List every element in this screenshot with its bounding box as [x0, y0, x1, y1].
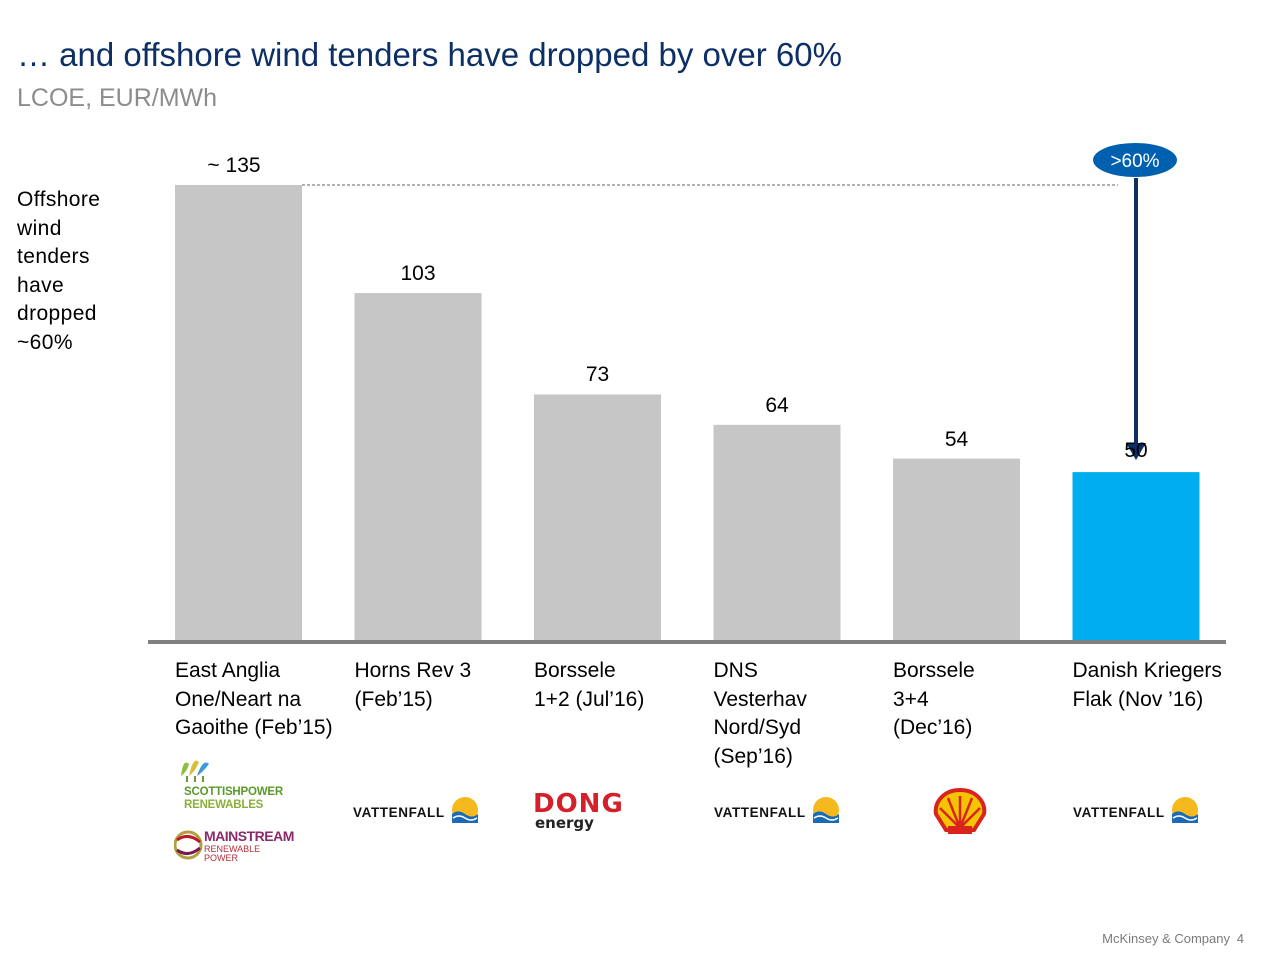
category-label: DNS Vesterhav Nord/Syd (Sep’16)	[714, 657, 807, 771]
shell-icon	[933, 787, 987, 834]
vattenfall-logo: VATTENFALL	[1073, 794, 1203, 835]
category-label-line: DNS	[713, 659, 758, 682]
mainstream-logo: MAINSTREAM RENEWABLE POWER	[173, 824, 304, 868]
mainstream-logo-subtext-2: POWER	[204, 853, 239, 863]
page-subtitle: LCOE, EUR/MWh	[17, 84, 218, 112]
category-label-line: (Dec’16)	[893, 716, 973, 739]
side-note: Offshore wind tenders have dropped ~60%	[17, 186, 137, 357]
page-title: … and offshore wind tenders have dropped…	[17, 36, 842, 73]
value-label: 50	[1124, 439, 1148, 463]
scottishpower-logo-subtext: RENEWABLES	[184, 799, 264, 811]
bar	[354, 293, 482, 641]
vattenfall-logo-text: VATTENFALL	[353, 805, 445, 820]
mainstream-logo-text: MAINSTREAM	[204, 828, 294, 844]
value-label: 54	[944, 427, 969, 451]
value-label: ~ 135	[207, 154, 261, 177]
vattenfall-logo-text: VATTENFALL	[714, 805, 806, 820]
category-label: Horns Rev 3 (Feb’15)	[355, 657, 472, 714]
bar	[534, 394, 661, 641]
bar	[713, 424, 841, 641]
vattenfall-logo: VATTENFALL	[353, 794, 483, 835]
category-label-line: Horns Rev 3	[354, 659, 472, 682]
mainstream-logo-graphic	[173, 830, 203, 860]
category-label-line: One/Neart na	[175, 687, 302, 711]
page-number: 4	[1236, 931, 1244, 946]
category-label-line: Vesterhav	[713, 687, 807, 711]
scottishpower-logo-graphic	[181, 760, 209, 782]
category-label-line: Borssele	[534, 659, 616, 682]
scottishpower-logo: SCOTTISHPOWER RENEWABLES	[175, 756, 305, 816]
vattenfall-logo-graphic: VATTENFALL	[1073, 797, 1198, 823]
dong-logo-subtext: energy	[535, 814, 594, 832]
value-label: 73	[585, 363, 610, 387]
vattenfall-logo-graphic: VATTENFALL	[353, 797, 478, 823]
side-note-line: ~60%	[17, 330, 73, 354]
bar	[175, 185, 302, 641]
category-label: Borssele 3+4 (Dec’16)	[893, 657, 975, 743]
dong-logo-text: DONG	[533, 789, 624, 819]
category-label: Borssele 1+2 (Jul’16)	[534, 657, 644, 714]
category-label: East Anglia One/Neart na Gaoithe (Feb’15)	[175, 657, 333, 743]
callout-text: >60%	[1110, 151, 1159, 172]
callout-badge: >60%	[1093, 143, 1177, 177]
category-label-line: East Anglia	[175, 659, 281, 682]
scottishpower-logo-text: SCOTTISHPOWER	[184, 786, 283, 798]
category-label-line: Flak (Nov ’16)	[1072, 687, 1204, 711]
footer-company: McKinsey & Company	[1102, 931, 1230, 946]
category-label-line: Gaoithe (Feb’15)	[175, 716, 333, 739]
side-note-line: have	[17, 273, 65, 297]
shell-logo	[932, 787, 988, 841]
side-note-line: Offshore	[17, 188, 101, 211]
category-label-line: (Feb’15)	[354, 687, 433, 711]
side-note-line: tenders	[17, 245, 90, 268]
drop-arrow-head	[1126, 443, 1146, 460]
vattenfall-logo-text: VATTENFALL	[1073, 805, 1165, 820]
dong-energy-logo: DONG energy	[533, 789, 653, 835]
category-label-line: 3+4	[893, 687, 929, 711]
category-label-line: (Sep’16)	[713, 744, 793, 768]
side-note-line: wind	[17, 216, 62, 240]
vattenfall-logo: VATTENFALL	[714, 794, 844, 835]
category-label-line: Borssele	[893, 659, 975, 682]
value-label: 103	[400, 262, 436, 286]
category-label-line: Danish Kriegers	[1072, 659, 1222, 682]
category-label: Danish Kriegers Flak (Nov ’16)	[1073, 657, 1222, 714]
vattenfall-logo-graphic: VATTENFALL	[714, 797, 839, 823]
bar	[893, 458, 1020, 641]
value-label: 64	[765, 393, 789, 417]
category-label-line: Nord/Syd	[713, 716, 802, 739]
category-label-line: 1+2 (Jul’16)	[534, 687, 645, 711]
mainstream-logo-subtext: RENEWABLE	[204, 844, 261, 854]
side-note-line: dropped	[17, 302, 97, 325]
bar	[1072, 472, 1200, 641]
